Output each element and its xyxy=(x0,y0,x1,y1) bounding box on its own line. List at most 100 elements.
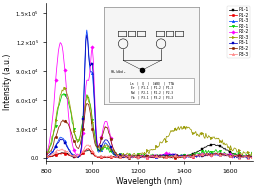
P1-2 xyxy=(45,156,48,158)
P3-1 xyxy=(45,156,48,158)
P1-3 xyxy=(88,65,91,67)
P1-1 xyxy=(101,157,104,159)
P2-3 xyxy=(62,86,66,88)
Line: P3-3: P3-3 xyxy=(45,144,253,160)
P2-3 xyxy=(88,101,91,103)
P2-2 xyxy=(103,123,106,125)
Line: P3-1: P3-1 xyxy=(45,33,253,160)
P2-1 xyxy=(212,150,215,153)
P2-2 xyxy=(88,74,91,77)
P3-1 xyxy=(210,154,213,156)
P1-2 xyxy=(250,157,253,159)
P2-2 xyxy=(211,154,214,156)
P2-3 xyxy=(218,139,221,142)
P3-1 xyxy=(250,155,253,157)
P2-1 xyxy=(45,154,48,156)
P1-2 xyxy=(211,152,214,154)
P3-2 xyxy=(162,157,165,159)
P1-1 xyxy=(189,154,192,156)
P3-3 xyxy=(212,154,215,156)
P2-2 xyxy=(45,151,48,154)
P3-3 xyxy=(210,154,213,156)
P3-2 xyxy=(250,155,253,157)
P1-1 xyxy=(209,144,212,146)
P1-3 xyxy=(45,156,48,158)
P3-1 xyxy=(127,157,131,159)
Line: P1-2: P1-2 xyxy=(45,147,253,160)
Legend: P1-1, P1-2, P1-3, P2-1, P2-2, P2-3, P3-1, P3-2, P3-3: P1-1, P1-2, P1-3, P2-1, P2-2, P2-3, P3-1… xyxy=(228,6,250,58)
P1-1 xyxy=(87,149,90,151)
P1-1 xyxy=(250,156,253,159)
P2-1 xyxy=(180,156,184,159)
P1-2 xyxy=(103,157,106,159)
P1-3 xyxy=(190,155,193,158)
P1-2 xyxy=(88,149,91,151)
P1-3 xyxy=(103,144,106,147)
P1-1 xyxy=(211,143,214,146)
P2-3 xyxy=(129,156,132,158)
P3-3 xyxy=(88,146,91,148)
P1-2 xyxy=(189,156,192,158)
P2-1 xyxy=(190,154,193,156)
P3-3 xyxy=(45,155,48,157)
P3-1 xyxy=(190,154,193,157)
P3-3 xyxy=(157,157,160,159)
P1-1 xyxy=(103,155,106,158)
P1-1 xyxy=(45,155,48,157)
P2-1 xyxy=(210,151,213,153)
P3-1 xyxy=(212,153,215,156)
P2-1 xyxy=(218,151,221,153)
P2-3 xyxy=(45,151,48,153)
P2-2 xyxy=(209,154,212,156)
P1-2 xyxy=(217,154,220,156)
P2-2 xyxy=(231,157,234,159)
P3-3 xyxy=(190,156,193,158)
P1-3 xyxy=(250,156,253,158)
Line: P2-2: P2-2 xyxy=(45,41,253,159)
P1-2 xyxy=(87,148,90,150)
P3-2 xyxy=(88,108,91,110)
P3-3 xyxy=(250,157,253,159)
P1-3 xyxy=(212,153,215,155)
Line: P1-3: P1-3 xyxy=(45,29,253,159)
X-axis label: Wavelength (nm): Wavelength (nm) xyxy=(116,177,183,186)
P1-3 xyxy=(210,153,213,156)
P2-1 xyxy=(88,101,91,103)
Line: P3-2: P3-2 xyxy=(45,102,253,160)
P3-3 xyxy=(85,144,88,146)
P2-2 xyxy=(59,41,62,44)
P2-3 xyxy=(190,129,193,131)
Line: P2-3: P2-3 xyxy=(45,86,253,158)
P2-1 xyxy=(103,146,106,148)
P2-3 xyxy=(210,136,213,139)
P2-2 xyxy=(189,155,192,157)
P1-3 xyxy=(85,29,88,31)
P3-2 xyxy=(190,154,193,157)
P2-1 xyxy=(250,151,253,153)
P1-2 xyxy=(209,153,212,155)
P3-3 xyxy=(218,154,221,157)
P3-2 xyxy=(103,128,106,131)
P3-1 xyxy=(218,154,221,156)
P2-2 xyxy=(217,153,220,155)
P2-3 xyxy=(103,144,106,146)
Y-axis label: Intensity (a.u.): Intensity (a.u.) xyxy=(4,54,13,111)
P3-2 xyxy=(45,154,48,157)
P3-3 xyxy=(103,155,106,157)
P3-2 xyxy=(212,153,215,156)
Line: P1-1: P1-1 xyxy=(45,143,253,159)
Line: P2-1: P2-1 xyxy=(45,92,253,159)
P3-1 xyxy=(85,34,88,36)
P3-2 xyxy=(85,102,88,105)
P1-3 xyxy=(143,157,146,159)
P2-2 xyxy=(250,156,253,158)
P2-1 xyxy=(62,92,66,94)
P2-3 xyxy=(212,136,215,139)
P3-2 xyxy=(210,153,213,156)
P2-3 xyxy=(250,152,253,154)
P3-1 xyxy=(88,63,91,66)
P1-1 xyxy=(212,143,216,145)
P1-3 xyxy=(218,153,221,155)
P3-1 xyxy=(103,140,106,143)
P3-2 xyxy=(218,153,221,155)
